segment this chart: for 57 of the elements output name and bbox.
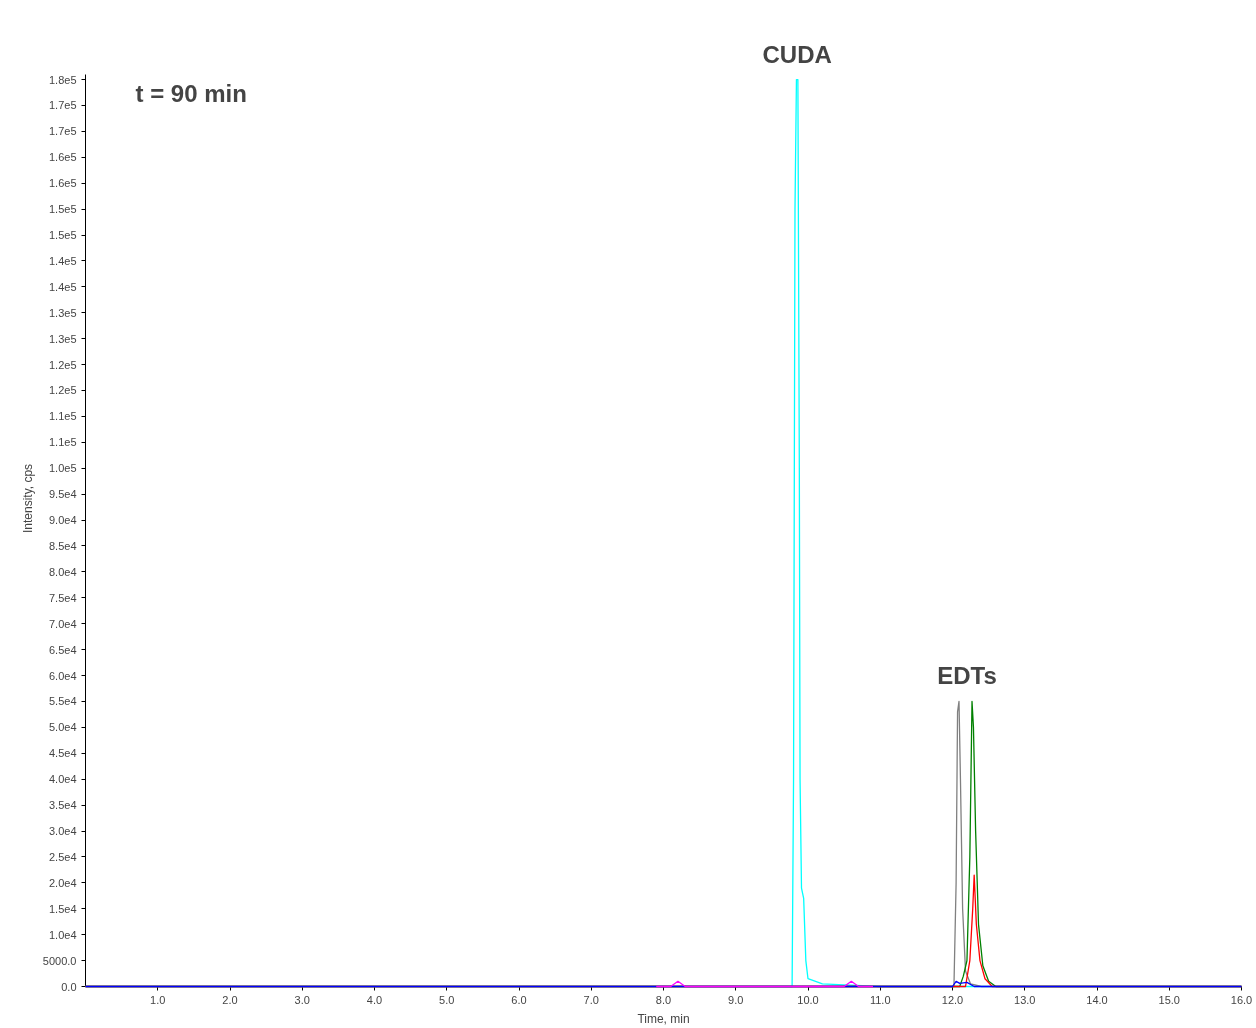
y-tick-label: 1.3e5: [48, 332, 77, 345]
y-tick-label: 1.7e5: [48, 125, 77, 138]
y-tick-label: 8.0e4: [48, 565, 77, 578]
x-tick-label: 15.0: [1158, 993, 1180, 1006]
y-tick-label: 4.5e4: [48, 747, 77, 760]
y-tick-label: 0.0: [61, 980, 77, 993]
annotation: EDTs: [937, 662, 997, 690]
x-tick-label: 16.0: [1230, 993, 1253, 1006]
y-tick-label: 1.3e5: [48, 306, 77, 319]
y-tick-label: 1.6e5: [48, 151, 77, 164]
y-tick-label: 2.0e4: [48, 876, 77, 889]
y-tick-label: 1.5e5: [48, 229, 77, 242]
y-tick-label: 8.5e4: [48, 539, 77, 552]
y-tick-label: 1.7e5: [48, 99, 77, 112]
x-tick-label: 4.0: [366, 993, 383, 1006]
y-tick-label: 1.5e4: [48, 902, 77, 915]
y-tick-label: 1.5e5: [48, 203, 77, 216]
y-tick-label: 3.5e4: [48, 799, 77, 812]
x-tick-label: 12.0: [941, 993, 964, 1006]
x-tick-label: 13.0: [1014, 993, 1036, 1006]
y-tick-label: 9.5e4: [48, 488, 77, 501]
y-tick-label: 1.8e5: [48, 73, 77, 86]
y-tick-label: 7.0e4: [48, 617, 77, 630]
y-axis-title: Intensity, cps: [20, 463, 35, 534]
y-tick-label: 1.0e5: [48, 462, 77, 475]
y-tick-label: 5.0e4: [48, 721, 77, 734]
x-tick-label: 3.0: [294, 993, 310, 1006]
y-tick-label: 5000.0: [42, 954, 77, 967]
annotation: t = 90 min: [135, 79, 247, 107]
y-tick-label: 3.0e4: [48, 825, 77, 838]
y-tick-label: 6.0e4: [48, 669, 77, 682]
x-tick-label: 11.0: [869, 993, 891, 1006]
y-tick-label: 1.2e5: [48, 384, 77, 397]
y-tick-label: 5.5e4: [48, 695, 77, 708]
x-tick-label: 6.0: [511, 993, 527, 1006]
x-tick-label: 1.0: [150, 993, 166, 1006]
y-tick-label: 4.0e4: [48, 773, 77, 786]
annotation: CUDA: [762, 40, 832, 68]
x-tick-label: 10.0: [797, 993, 819, 1006]
x-tick-label: 5.0: [439, 993, 455, 1006]
y-tick-label: 1.1e5: [48, 436, 77, 449]
x-tick-label: 14.0: [1086, 993, 1108, 1006]
y-tick-label: 1.4e5: [48, 254, 77, 267]
x-tick-label: 2.0: [222, 993, 238, 1006]
y-tick-label: 9.0e4: [48, 514, 77, 527]
y-tick-label: 1.1e5: [48, 410, 77, 423]
x-tick-label: 8.0: [655, 993, 672, 1006]
y-tick-label: 1.6e5: [48, 177, 77, 190]
y-tick-label: 7.5e4: [48, 591, 77, 604]
y-tick-label: 6.5e4: [48, 643, 77, 656]
x-tick-label: 9.0: [728, 993, 744, 1006]
x-axis-title: Time, min: [637, 1011, 690, 1026]
y-tick-label: 2.5e4: [48, 850, 77, 863]
y-tick-label: 1.4e5: [48, 280, 77, 293]
y-tick-label: 1.2e5: [48, 358, 77, 371]
y-tick-label: 1.0e4: [48, 928, 77, 941]
x-tick-label: 7.0: [583, 993, 599, 1006]
